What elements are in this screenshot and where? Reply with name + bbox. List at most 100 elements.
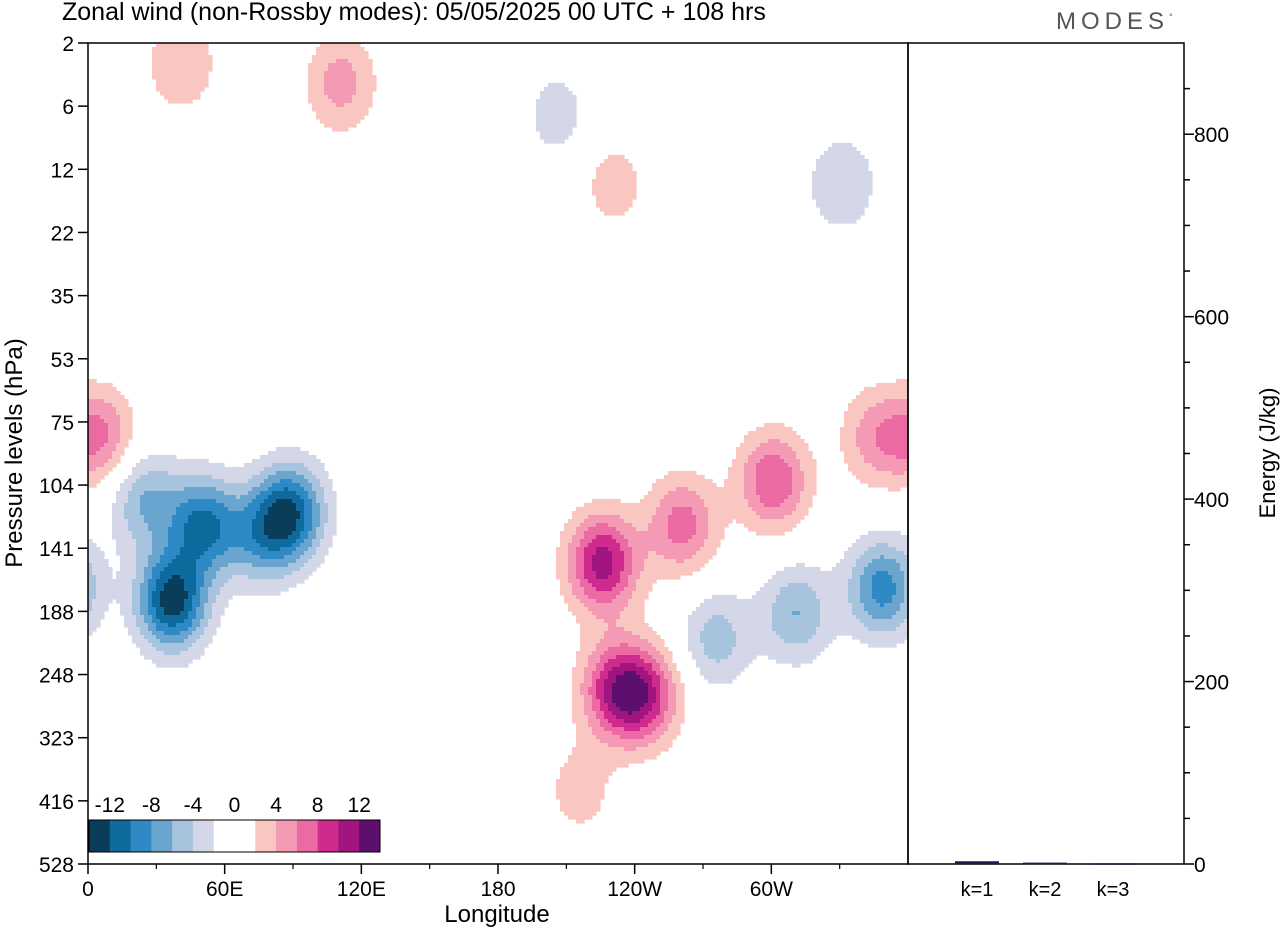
heatmap-cell xyxy=(576,595,581,600)
heatmap-cell xyxy=(580,535,585,540)
heatmap-cell xyxy=(616,211,621,216)
heatmap-cell xyxy=(96,551,101,556)
heatmap-cell xyxy=(664,747,669,752)
heatmap-cell xyxy=(284,499,289,504)
heatmap-cell xyxy=(120,419,125,424)
heatmap-cell xyxy=(124,591,129,596)
heatmap-cell xyxy=(648,691,653,696)
heatmap-cell xyxy=(596,567,601,572)
heatmap-cell xyxy=(588,599,593,604)
heatmap-cell xyxy=(260,507,265,512)
heatmap-cell xyxy=(204,527,209,532)
heatmap-cell xyxy=(660,551,665,556)
heatmap-cell xyxy=(208,487,213,492)
heatmap-cell xyxy=(124,595,129,600)
heatmap-cell xyxy=(96,407,101,412)
heatmap-cell xyxy=(296,451,301,456)
heatmap-cell xyxy=(148,591,153,596)
heatmap-cell xyxy=(280,491,285,496)
heatmap-cell xyxy=(108,571,113,576)
heatmap-cell xyxy=(268,563,273,568)
heatmap-cell xyxy=(316,103,321,108)
heatmap-cell xyxy=(192,603,197,608)
heatmap-cell xyxy=(292,455,297,460)
heatmap-cell xyxy=(592,619,597,624)
heatmap-cell xyxy=(240,491,245,496)
heatmap-cell xyxy=(172,547,177,552)
heatmap-cell xyxy=(156,471,161,476)
heatmap-cell xyxy=(608,531,613,536)
heatmap-cell xyxy=(248,487,253,492)
heatmap-cell xyxy=(560,559,565,564)
heatmap-cell xyxy=(616,687,621,692)
heatmap-cell xyxy=(160,535,165,540)
heatmap-cell xyxy=(108,403,113,408)
heatmap-cell xyxy=(564,111,569,116)
heatmap-cell xyxy=(196,523,201,528)
heatmap-cell xyxy=(644,587,649,592)
heatmap-cell xyxy=(252,467,257,472)
heatmap-cell xyxy=(196,563,201,568)
heatmap-cell xyxy=(592,575,597,580)
heatmap-cell xyxy=(600,587,605,592)
heatmap-cell xyxy=(208,639,213,644)
heatmap-cell xyxy=(308,99,313,104)
heatmap-cell xyxy=(184,563,189,568)
heatmap-cell xyxy=(584,567,589,572)
heatmap-cell xyxy=(140,583,145,588)
heatmap-cell xyxy=(568,95,573,100)
heatmap-cell xyxy=(316,87,321,92)
heatmap-cell xyxy=(304,543,309,548)
heatmap-cell xyxy=(168,551,173,556)
heatmap-cell xyxy=(580,635,585,640)
heatmap-cell xyxy=(176,555,181,560)
heatmap-cell xyxy=(348,63,353,68)
heatmap-cell xyxy=(328,55,333,60)
heatmap-cell xyxy=(304,523,309,528)
heatmap-cell xyxy=(160,611,165,616)
heatmap-cell xyxy=(604,619,609,624)
heatmap-cell xyxy=(600,635,605,640)
heatmap-cell xyxy=(624,699,629,704)
heatmap-cell xyxy=(596,691,601,696)
heatmap-cell xyxy=(624,183,629,188)
heatmap-cell xyxy=(192,67,197,72)
heatmap-cell xyxy=(632,695,637,700)
heatmap-cell xyxy=(148,523,153,528)
heatmap-cell xyxy=(172,523,177,528)
heatmap-cell xyxy=(300,555,305,560)
heatmap-cell xyxy=(596,195,601,200)
heatmap-cell xyxy=(600,531,605,536)
heatmap-cell xyxy=(200,647,205,652)
heatmap-cell xyxy=(236,551,241,556)
heatmap-cell xyxy=(156,75,161,80)
heatmap-cell xyxy=(172,535,177,540)
heatmap-cell xyxy=(240,587,245,592)
heatmap-cell xyxy=(612,679,617,684)
heatmap-cell xyxy=(312,519,317,524)
heatmap-cell xyxy=(560,767,565,772)
heatmap-cell xyxy=(608,731,613,736)
heatmap-cell xyxy=(92,467,97,472)
heatmap-cell xyxy=(592,659,597,664)
heatmap-cell xyxy=(240,519,245,524)
heatmap-cell xyxy=(260,527,265,532)
heatmap-cell xyxy=(136,587,141,592)
heatmap-cell xyxy=(192,535,197,540)
heatmap-cell xyxy=(332,47,337,52)
heatmap-cell xyxy=(104,459,109,464)
heatmap-cell xyxy=(188,95,193,100)
heatmap-cell xyxy=(104,607,109,612)
heatmap-cell xyxy=(268,543,273,548)
heatmap-cell xyxy=(260,539,265,544)
heatmap-cell xyxy=(120,483,125,488)
heatmap-cell xyxy=(612,675,617,680)
heatmap-cell xyxy=(176,583,181,588)
heatmap-cell xyxy=(264,491,269,496)
heatmap-cell xyxy=(324,483,329,488)
heatmap-cell xyxy=(592,607,597,612)
heatmap-cell xyxy=(96,463,101,468)
heatmap-cell xyxy=(320,43,325,48)
heatmap-cell xyxy=(140,571,145,576)
heatmap-cell xyxy=(196,83,201,88)
